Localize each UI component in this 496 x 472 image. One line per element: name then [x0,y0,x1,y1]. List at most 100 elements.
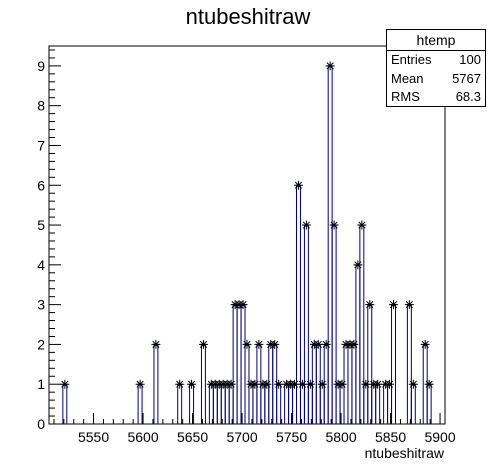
stats-label: Mean [391,70,424,86]
histogram-bar [276,383,282,424]
data-point-marker [60,379,70,389]
data-point-marker [373,379,383,389]
data-point-marker [349,339,359,349]
histogram-bar [426,383,432,424]
data-point-marker [226,379,236,389]
y-tick-label: 2 [37,336,45,352]
chart-title: ntubeshitraw [185,4,311,29]
data-point-marker [385,379,395,389]
histogram-bar [391,304,396,424]
y-tick-label: 9 [37,58,45,74]
data-point-marker [301,220,311,230]
stats-box-title: htemp [387,30,485,51]
data-point-marker [389,300,399,310]
histogram-bar [264,383,270,424]
histogram-bar [307,383,313,424]
x-tick-label: 5550 [78,429,109,445]
histogram-bar [296,184,301,424]
histogram-bar [410,383,416,424]
histogram-bar [299,383,305,424]
histogram-bar [200,343,206,424]
stats-label: Entries [391,52,432,67]
x-axis: 5550 5600 5650 5700 5750 5800 5850 5900 [53,413,456,445]
data-point-marker [274,379,284,389]
x-tick-label: 5850 [375,429,406,445]
data-point-marker [262,379,272,389]
histogram-bar [371,383,377,424]
histogram-bar [367,304,373,424]
data-point-marker [293,180,303,190]
histogram-bar [220,383,226,424]
data-point-marker [408,379,418,389]
stats-value: 100 [459,52,481,67]
histogram-bar [375,383,381,424]
histogram-bar [212,383,218,424]
data-point-marker [365,300,375,310]
data-point-marker [238,300,248,310]
histogram-bar [359,224,365,424]
histogram-bar [335,383,341,424]
data-point-marker [313,339,323,349]
histogram-bar [383,383,389,424]
data-point-marker [420,339,430,349]
histogram-bar [240,304,246,424]
y-tick-label: 7 [37,137,45,153]
data-point-marker [404,300,414,310]
y-axis: 0 1 2 3 4 5 6 7 8 9 [37,49,61,432]
y-tick-label: 5 [37,217,45,233]
histogram-bar [319,383,325,424]
x-tick-label: 5650 [177,429,208,445]
histogram-bar [303,224,309,424]
stats-value: 5767 [452,70,481,86]
x-tick-label: 5900 [424,429,455,445]
data-point-marker [361,379,371,389]
histogram-bar [347,343,353,424]
data-point-marker [329,220,339,230]
histogram-bar [351,343,357,424]
data-point-marker [135,379,145,389]
histogram-bar [232,304,238,424]
y-tick-label: 6 [37,177,45,193]
histogram-bar [216,383,222,424]
data-point-marker [353,260,363,270]
data-point-marker [297,379,307,389]
y-tick-label: 1 [37,376,45,392]
histogram-bar [327,65,333,424]
data-point-marker [187,379,197,389]
stats-row-entries: Entries 100 [387,51,485,70]
stats-box: htemp Entries 100 Mean 5767 RMS 68.3 [386,29,486,107]
data-point-marker [198,339,208,349]
x-tick-label: 5700 [226,429,257,445]
histogram-bar [260,383,266,424]
y-tick-label: 3 [37,297,45,313]
data-point-marker [337,379,347,389]
stats-label: RMS [391,89,420,104]
data-point-marker [290,379,300,389]
data-point-marker [250,379,260,389]
x-tick-label: 5600 [127,429,158,445]
data-point-marker [305,379,315,389]
data-point-marker [357,220,367,230]
histogram-bar [292,383,297,424]
plot-frame [48,45,446,425]
histogram-bar [224,383,230,424]
histogram-bar [252,383,258,424]
data-point-marker [317,379,327,389]
y-tick-label: 8 [37,98,45,114]
data-point-marker [424,379,434,389]
data-point-marker [242,339,252,349]
histogram-bar [137,383,143,424]
histogram-bar [331,224,337,424]
data-series [60,61,434,424]
histogram-bar [248,383,254,424]
histogram-bar [153,343,159,424]
histogram-bar [177,383,183,424]
data-point-marker [254,339,264,349]
histogram-bar [406,304,412,424]
data-point-marker [321,339,331,349]
data-point-marker [151,339,161,349]
data-point-marker [270,339,280,349]
x-axis-label: ntubeshitraw [364,445,444,461]
x-tick-label: 5750 [276,429,307,445]
